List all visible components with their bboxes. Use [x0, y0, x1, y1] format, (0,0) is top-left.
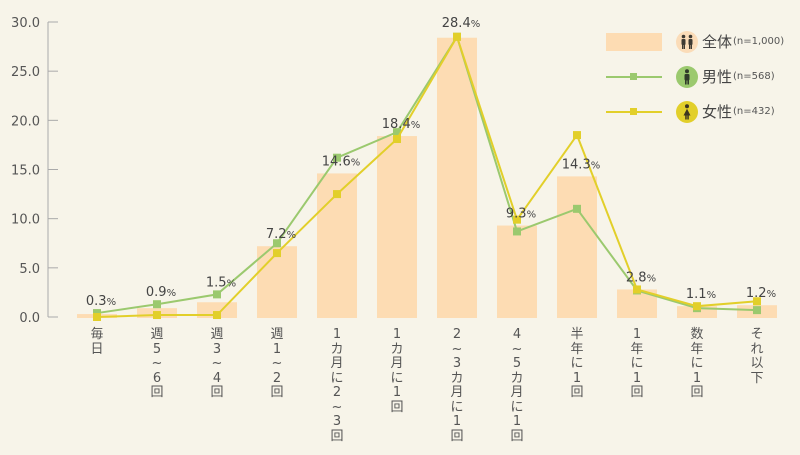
x-category-label: 1カ月に1回 [390, 327, 404, 415]
x-category-label: 1カ月に2~3回 [330, 327, 344, 444]
line-marker [513, 215, 521, 224]
line-marker [573, 204, 581, 213]
bar-value-label: 2.8% [626, 270, 656, 285]
bar-value-label: 1.1% [686, 287, 716, 302]
bar-value-label: 0.9% [146, 285, 176, 300]
y-tick-label: 15.0 [11, 164, 40, 179]
bar-value-label: 9.3% [506, 207, 536, 222]
bar-value-labels: 0.3% 0.9% 1.5% 7.2% 14.6% 18.4% 28.4% 9.3% 14.3%… [86, 16, 776, 309]
legend-item-total: 全体 (n=1,000) [606, 24, 784, 59]
line-marker [633, 285, 641, 294]
y-tick-label: 25.0 [11, 65, 40, 80]
y-tick-label: 30.0 [11, 16, 40, 31]
y-tick-label: 10.0 [11, 213, 40, 228]
x-category-label: 週3~4回 [210, 327, 224, 400]
bar-total [557, 176, 597, 318]
y-tick-label: 20.0 [11, 114, 40, 129]
bar-value-label: 1.5% [206, 275, 236, 290]
y-tick-label: 0.0 [19, 311, 40, 326]
line-女性 [96, 34, 758, 318]
bar-value-label: 7.2% [266, 227, 296, 242]
line-marker [753, 306, 761, 315]
line-marker [693, 302, 701, 311]
bar-total [377, 136, 417, 318]
legend-n-male: (n=568) [733, 71, 775, 82]
line-series [93, 32, 761, 321]
line-marker [753, 297, 761, 306]
y-tick-label: 5.0 [19, 262, 40, 277]
line-marker [153, 311, 161, 320]
x-category-label: それ以下 [750, 327, 764, 386]
legend-item-female: 女性 (n=432) [606, 94, 784, 129]
line-marker [273, 239, 281, 248]
legend-label-female: 女性 [702, 103, 733, 121]
line-marker [513, 227, 521, 236]
line-marker [333, 153, 341, 162]
legend-label-male: 男性 [702, 68, 733, 86]
line-marker [213, 290, 221, 299]
x-category-label: 2~3カ月に1回 [450, 327, 464, 444]
legend-n-total: (n=1,000) [733, 36, 785, 47]
line-男性 [96, 34, 758, 315]
bar-value-label: 28.4% [442, 16, 480, 31]
x-category-label: 毎日 [90, 327, 104, 357]
bar-value-label: 18.4% [382, 117, 420, 132]
line-marker [393, 128, 401, 137]
bar-value-label: 14.6% [322, 154, 360, 169]
x-category-label: 半年に1回 [570, 327, 584, 400]
legend: 全体 (n=1,000) 男性 (n=568) 女性 (n=432) [606, 24, 784, 129]
bar-value-label: 1.2% [746, 286, 776, 301]
line-marker [213, 311, 221, 320]
line-marker [153, 300, 161, 309]
line-marker [393, 135, 401, 144]
y-axis: 0.0 5.0 10.0 15.0 20.0 25.0 30.0 [11, 16, 58, 326]
x-category-label: 週5~6回 [150, 327, 164, 400]
x-category-label: 4~5カ月に1回 [510, 327, 524, 444]
line-marker [333, 190, 341, 199]
bar-total [437, 37, 477, 318]
line-marker [273, 249, 281, 258]
x-category-label: 1年に1回 [630, 327, 644, 400]
man-icon [676, 65, 698, 88]
bar-total [497, 225, 537, 318]
legend-line-swatch-female [606, 103, 662, 121]
legend-item-male: 男性 (n=568) [606, 59, 784, 94]
bar-value-label: 14.3% [562, 157, 600, 172]
woman-icon [676, 100, 698, 123]
line-marker [453, 32, 461, 41]
line-marker [573, 131, 581, 140]
legend-line-swatch-male [606, 68, 662, 86]
x-category-label: 数年に1回 [690, 327, 704, 400]
legend-label-total: 全体 [702, 33, 733, 51]
x-category-label: 週1~2回 [270, 327, 284, 400]
bar-total [257, 246, 297, 318]
two-people-icon [676, 30, 698, 53]
line-marker [93, 313, 101, 321]
legend-n-female: (n=432) [733, 106, 775, 117]
legend-bar-swatch [606, 32, 662, 51]
bar-value-label: 0.3% [86, 294, 116, 309]
